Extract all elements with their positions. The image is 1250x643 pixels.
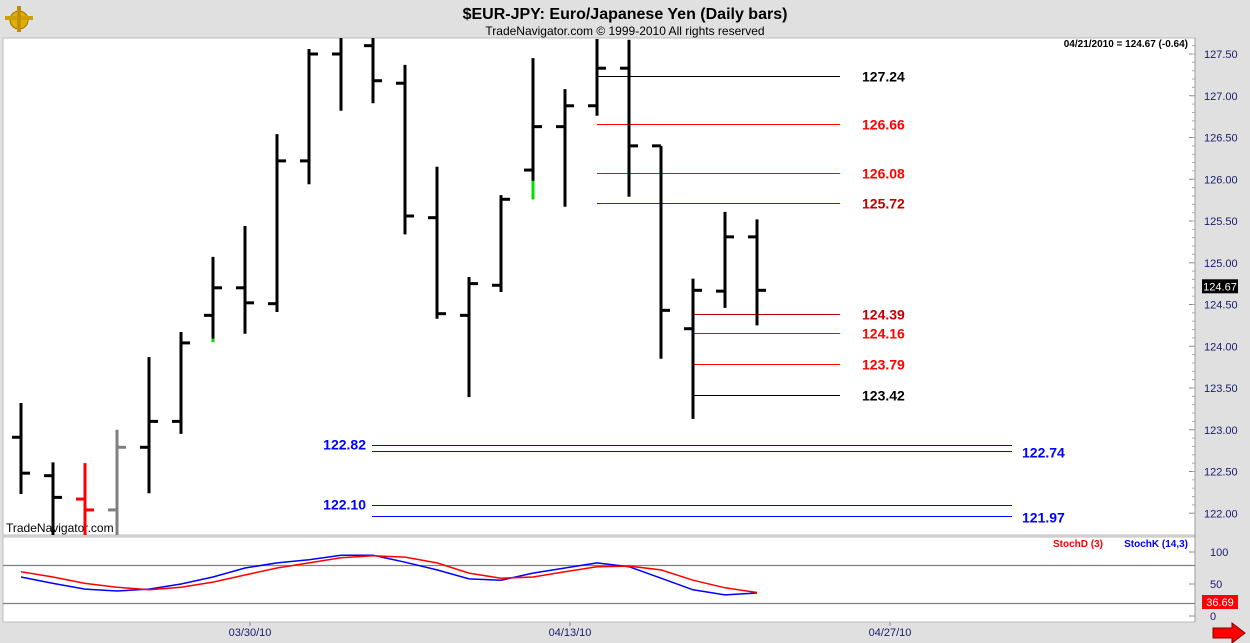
level-label: 124.16	[862, 326, 905, 342]
ohlc-bar	[684, 278, 702, 419]
stoch-tick-label: 100	[1210, 547, 1228, 559]
ohlc-bar	[556, 89, 574, 207]
ohlc-bar	[268, 134, 286, 313]
price-panel	[2, 37, 1196, 536]
ohlc-bar	[428, 166, 446, 319]
ohlc-bar	[140, 357, 158, 494]
price-bars	[12, 38, 766, 535]
ohlc-bar	[76, 463, 94, 535]
level-label: 127.24	[862, 69, 905, 85]
ohlc-bar	[748, 219, 766, 326]
price-tick-label: 124.00	[1204, 341, 1238, 353]
price-axis: 127.50 127.00 126.50 126.00 125.50 125.00 124.…	[1189, 45, 1238, 520]
blue-level-left-label: 122.10	[323, 497, 366, 513]
stochastic-panel	[2, 536, 1196, 623]
price-tick-label: 123.00	[1204, 425, 1238, 437]
ohlc-bar	[12, 403, 30, 495]
stochastic-axis: 100 50 0	[3, 547, 1228, 623]
ohlc-bar	[204, 256, 222, 343]
ohlc-bar	[364, 38, 382, 104]
price-tick-label: 124.50	[1204, 300, 1238, 312]
date-tick-label: 04/13/10	[549, 627, 592, 639]
blue-level-right-label: 121.97	[1022, 510, 1065, 526]
stochastic-lines	[20, 554, 758, 596]
tradenavigator-logo-icon	[5, 6, 33, 32]
price-tick-label: 127.50	[1204, 49, 1238, 61]
ohlc-bar	[236, 226, 254, 334]
legend-stochd: StochD (3)	[1053, 539, 1103, 550]
ohlc-bar	[492, 195, 510, 292]
price-tick-label: 125.50	[1204, 216, 1238, 228]
level-label: 123.42	[862, 388, 905, 404]
stochd-line	[20, 555, 758, 594]
date-axis: 03/30/10 04/13/10 04/27/10	[229, 622, 912, 639]
level-label: 126.08	[862, 166, 905, 182]
ohlc-bar	[44, 462, 62, 535]
level-label: 126.66	[862, 117, 905, 133]
price-levels: 127.24 126.66 126.08 125.72 124.39 124.16 123.…	[323, 69, 1065, 526]
price-tick-label: 126.00	[1204, 174, 1238, 186]
ohlc-bar	[172, 332, 190, 434]
stochastic-value-tag: 36.69	[1202, 595, 1238, 609]
ohlc-bar	[652, 144, 670, 359]
price-tick-label: 123.50	[1204, 383, 1238, 395]
price-tick-label: 126.50	[1204, 133, 1238, 145]
level-label: 125.72	[862, 196, 905, 212]
watermark: TradeNavigator.com	[6, 521, 114, 535]
stoch-tick-label: 0	[1210, 611, 1216, 623]
stochastic-value-label: 36.69	[1206, 597, 1234, 609]
chart-title: $EUR-JPY: Euro/Japanese Yen (Daily bars)	[463, 6, 788, 23]
scroll-right-arrow-icon[interactable]	[1212, 621, 1246, 643]
date-tick-label: 04/27/10	[869, 627, 912, 639]
blue-level-right-label: 122.74	[1022, 445, 1065, 461]
level-label: 124.39	[862, 307, 905, 323]
price-tick-label: 125.00	[1204, 258, 1238, 270]
last-price-label: 124.67	[1203, 281, 1237, 293]
ohlc-bar	[108, 429, 126, 535]
ohlc-bar	[300, 48, 318, 185]
price-tick-label: 127.00	[1204, 91, 1238, 103]
last-quote-readout: 04/21/2010 = 124.67 (-0.64)	[1064, 39, 1188, 50]
ohlc-bar	[332, 38, 343, 111]
copyright-subtitle: TradeNavigator.com © 1999-2010 All right…	[485, 24, 764, 38]
price-tick-label: 122.50	[1204, 467, 1238, 479]
last-price-tag: 124.67	[1202, 279, 1238, 294]
ohlc-bar	[396, 64, 414, 235]
ohlc-bar	[588, 38, 606, 116]
level-label: 123.79	[862, 357, 905, 373]
ohlc-bar	[620, 39, 638, 197]
blue-level-left-label: 122.82	[323, 437, 366, 453]
legend-stochk: StochK (14,3)	[1124, 539, 1188, 550]
ohlc-bar	[460, 276, 478, 398]
date-tick-label: 03/30/10	[229, 627, 272, 639]
ohlc-bar	[716, 211, 734, 308]
ohlc-bar	[524, 58, 542, 200]
stoch-tick-label: 50	[1210, 579, 1222, 591]
price-tick-label: 122.00	[1204, 508, 1238, 520]
